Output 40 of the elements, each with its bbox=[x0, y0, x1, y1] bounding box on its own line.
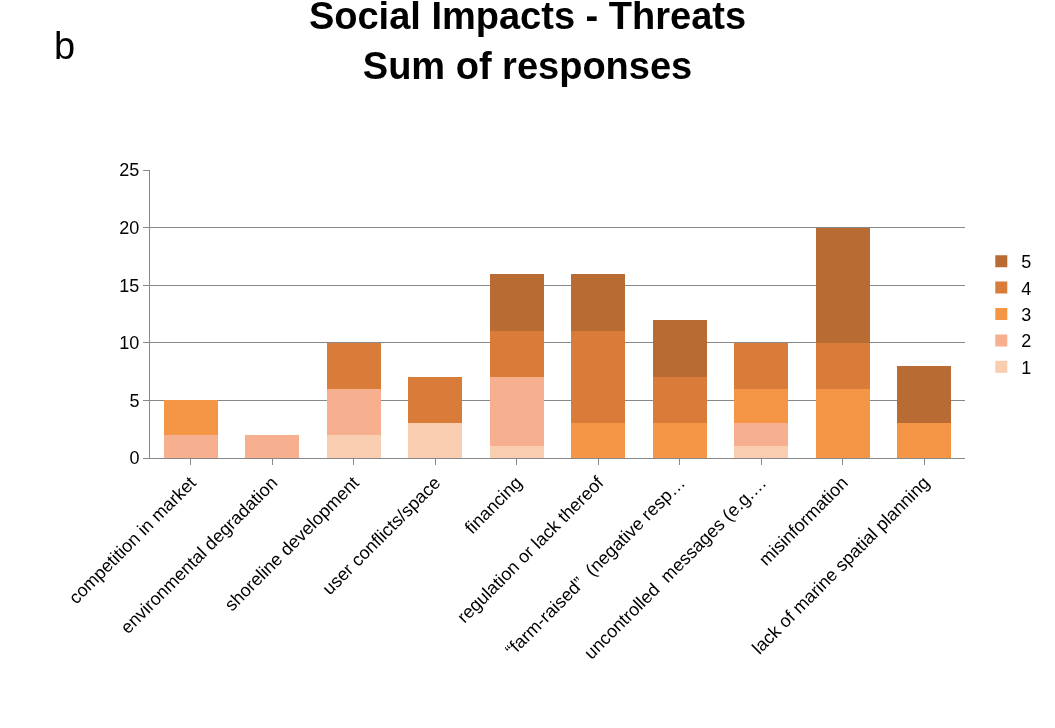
bar bbox=[652, 423, 707, 458]
bar bbox=[734, 423, 789, 447]
bar bbox=[815, 388, 870, 458]
bar bbox=[652, 377, 707, 424]
bar bbox=[734, 388, 789, 424]
chart-title: Social Impacts - Threats Sum of responses bbox=[308, 0, 747, 87]
y-tick-label: 15 bbox=[119, 275, 140, 296]
text: b bbox=[54, 25, 76, 67]
bar bbox=[734, 446, 789, 458]
y-tick-label: 20 bbox=[119, 217, 140, 238]
bar bbox=[571, 423, 626, 458]
bar bbox=[571, 331, 626, 424]
y-tick-label: 10 bbox=[119, 333, 140, 354]
y-tick-label: 0 bbox=[129, 448, 140, 469]
bar bbox=[163, 434, 218, 458]
bar bbox=[489, 331, 544, 378]
y-tick-label: 25 bbox=[119, 160, 140, 181]
bar bbox=[897, 423, 952, 458]
bar bbox=[815, 342, 870, 389]
legend-label: 5 bbox=[1021, 252, 1032, 273]
bar bbox=[571, 273, 626, 332]
bar bbox=[326, 388, 381, 435]
bar bbox=[408, 423, 463, 458]
bar bbox=[734, 342, 789, 389]
legend-label: 3 bbox=[1021, 305, 1032, 326]
bar bbox=[245, 434, 300, 458]
legend-label: 4 bbox=[1021, 278, 1032, 299]
bar bbox=[408, 377, 463, 424]
legend-label: 2 bbox=[1021, 331, 1032, 352]
bar bbox=[326, 342, 381, 389]
y-tick-label: 5 bbox=[129, 390, 140, 411]
bar bbox=[489, 377, 544, 447]
bar bbox=[897, 365, 952, 424]
bar bbox=[326, 434, 381, 458]
bar bbox=[163, 400, 218, 435]
bar bbox=[489, 446, 544, 458]
bar bbox=[815, 227, 870, 343]
bar bbox=[489, 273, 544, 332]
legend-label: 1 bbox=[1021, 357, 1032, 378]
bar bbox=[652, 319, 707, 378]
